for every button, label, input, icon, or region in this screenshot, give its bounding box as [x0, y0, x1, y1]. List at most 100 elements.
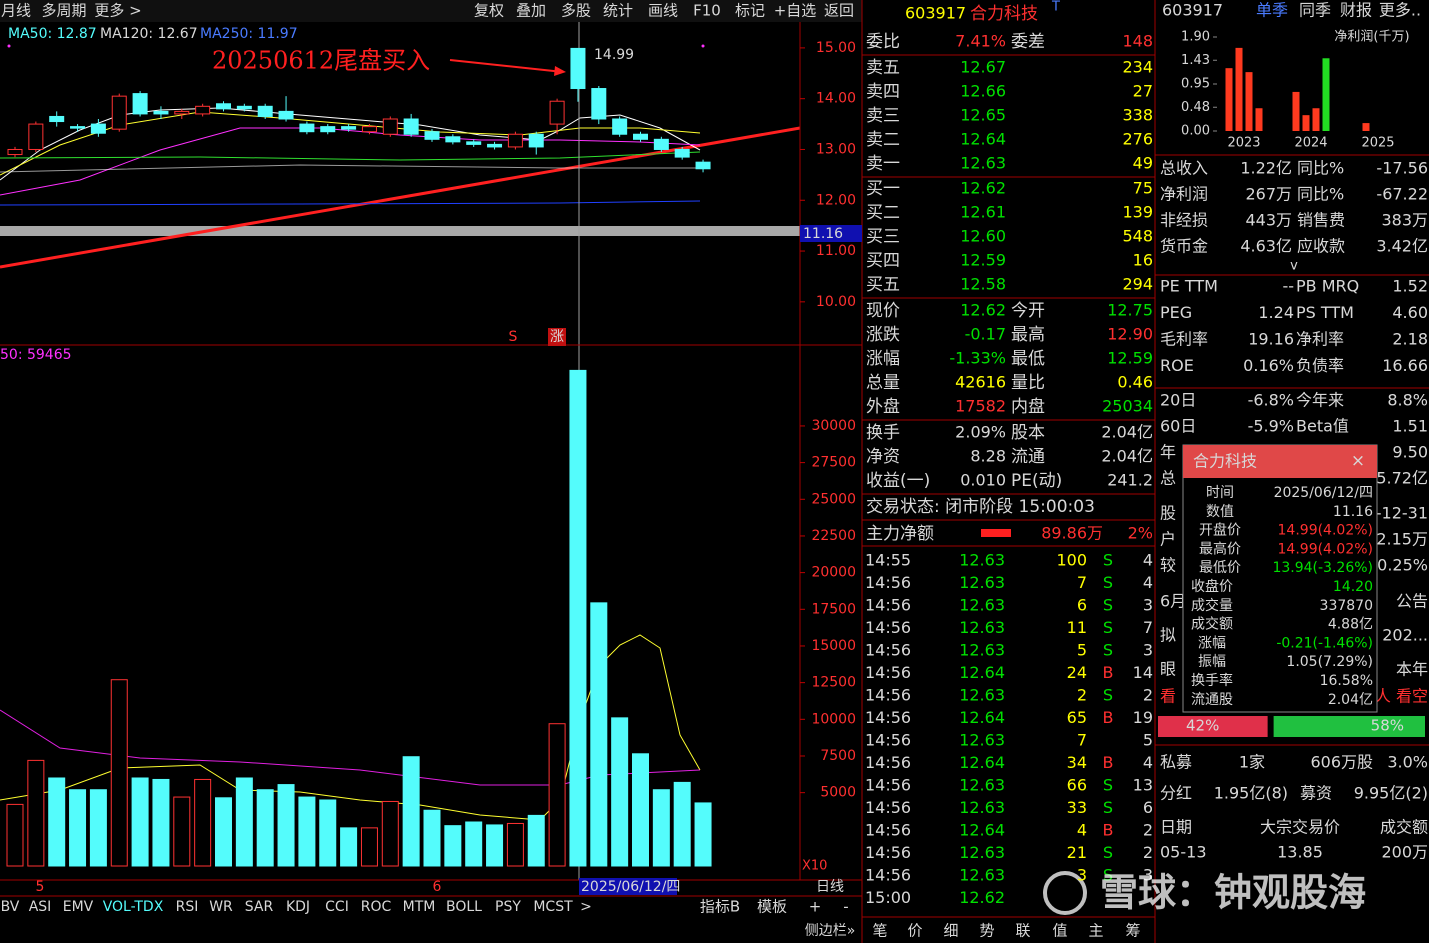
toolbar-button[interactable]: 叠加 — [516, 2, 546, 20]
mini-bar — [1292, 91, 1300, 131]
tick-time: 14:56 — [865, 731, 911, 750]
toolbar-button[interactable]: 模板 — [757, 898, 787, 916]
label: 换手 — [866, 423, 900, 443]
label: 净资 — [866, 447, 900, 467]
ratio-value: -- — [1282, 277, 1294, 296]
panel-tab[interactable]: 笔 — [872, 922, 887, 940]
candle-body — [28, 123, 44, 150]
panel-tab[interactable]: 势 — [979, 922, 994, 940]
tick-volume: 11 — [1067, 618, 1087, 637]
popup-label: 成交量 — [1191, 597, 1233, 614]
ma-line — [0, 164, 700, 173]
toolbar-button[interactable]: 指标B — [700, 898, 740, 916]
tick-time: 14:56 — [865, 843, 911, 862]
tick-time: 14:55 — [865, 551, 911, 570]
tick-price: 12.63 — [959, 686, 1005, 705]
toolbar-button[interactable]: - — [843, 898, 848, 916]
panel-tab[interactable]: 筹 — [1125, 922, 1140, 940]
y-tick-label: 30000 — [811, 418, 856, 434]
tick-price: 12.63 — [959, 618, 1005, 637]
label: PE TTM — [1160, 277, 1218, 296]
label: 总 — [1160, 469, 1176, 488]
indicator-tab[interactable]: RSI — [176, 899, 199, 915]
panel-tab[interactable]: 价 — [907, 922, 922, 940]
order-price: 12.63 — [960, 154, 1006, 173]
volume-bar — [506, 822, 524, 867]
panel-tab[interactable]: 细 — [943, 922, 958, 940]
indicator-tab[interactable]: BV — [1, 899, 20, 915]
mini-bar — [1225, 68, 1233, 131]
x-tick-label: 2024 — [1294, 136, 1327, 151]
indicator-tab[interactable]: WR — [209, 899, 233, 915]
label: 年 — [1160, 443, 1176, 462]
watermark: 雪球：钟观股海 — [1100, 871, 1366, 915]
panel-tab[interactable]: 主 — [1088, 922, 1103, 940]
volume-bar — [381, 800, 399, 867]
popup: 合力科技 × 时间 2025/06/12/四数值 11.16 开盘价 14.99(4.02%… — [1182, 444, 1378, 713]
ratio-value: 4.60 — [1392, 303, 1428, 322]
indicator-tab[interactable]: ROC — [361, 899, 392, 915]
fin-value: 267万 — [1245, 185, 1292, 204]
tick-price: 12.63 — [959, 798, 1005, 817]
indicator-tab[interactable]: CCI — [325, 899, 349, 915]
indicator-tab[interactable]: MCST — [533, 899, 573, 915]
panel-tab[interactable]: 联 — [1015, 922, 1030, 940]
indicator-tab[interactable]: VOL-TDX — [103, 899, 164, 915]
label: 流通 — [1011, 447, 1045, 467]
f10-tab[interactable]: 同季 — [1299, 1, 1331, 20]
vol-ma — [0, 709, 701, 786]
volume-bar — [319, 799, 337, 867]
signal-marker: 涨 — [550, 329, 564, 345]
panel-tab[interactable]: 值 — [1052, 922, 1067, 940]
candle-body — [320, 126, 336, 133]
label: 毛利率 — [1160, 330, 1208, 349]
volume-bar — [110, 679, 128, 867]
toolbar-button[interactable]: +自选 — [774, 2, 817, 20]
candle-body — [257, 105, 273, 117]
partial-value: 20.25% — [1367, 556, 1428, 575]
x-tick-label: 2023 — [1227, 136, 1260, 151]
close-button[interactable]: × — [1351, 451, 1365, 471]
indicator-tab[interactable]: SAR — [245, 899, 274, 915]
toolbar-button[interactable]: 返回 — [824, 2, 854, 20]
order-level: 卖二 — [866, 130, 900, 150]
stat-value: 0.46 — [1117, 373, 1153, 392]
indicator-tab[interactable]: BOLL — [446, 899, 482, 915]
indicator-tab[interactable]: PSY — [495, 899, 521, 915]
toolbar-button[interactable]: 复权 — [474, 2, 504, 20]
toolbar-button[interactable]: 统计 — [603, 2, 633, 20]
toolbar-button[interactable]: 画线 — [648, 2, 678, 20]
candle-body — [674, 148, 690, 158]
toolbar-button[interactable]: 多股 — [561, 2, 591, 20]
stat-value: 12.90 — [1107, 325, 1153, 344]
label: 负债率 — [1296, 356, 1344, 375]
indicator-tab[interactable]: KDJ — [286, 899, 310, 915]
popup-value: 14.20 — [1333, 579, 1373, 595]
f10-tab[interactable]: 单季 — [1256, 1, 1288, 20]
y-tick-label: 22500 — [811, 528, 856, 544]
order-volume: 338 — [1122, 106, 1153, 125]
f10-cell: 募资 — [1300, 784, 1332, 803]
f10-tab[interactable]: 更多.. — [1379, 1, 1421, 20]
sidebar-toggle[interactable]: 侧边栏» — [805, 923, 856, 939]
fin-value: 1.22亿 — [1240, 159, 1292, 178]
toolbar-button[interactable]: + — [809, 898, 822, 916]
tick-count: 2 — [1143, 843, 1153, 862]
candle-body — [403, 118, 419, 135]
toolbar-button[interactable]: F10 — [693, 2, 721, 20]
indicator-tab[interactable]: ASI — [29, 899, 52, 915]
label: 最高 — [1011, 325, 1045, 345]
indicator-tab[interactable]: EMV — [63, 899, 94, 915]
partial-value: 9.50 — [1392, 443, 1428, 462]
tick-volume: 33 — [1067, 798, 1087, 817]
indicator-tab[interactable]: MTM — [403, 899, 436, 915]
volume-bar — [131, 777, 149, 867]
expand-toggle[interactable]: v — [1290, 259, 1298, 274]
mini-bar — [1312, 108, 1320, 131]
y-tick-label: 12500 — [811, 675, 856, 691]
f10-cell: 分红 — [1160, 784, 1192, 803]
toolbar-button[interactable]: 标记 — [735, 2, 765, 20]
f10-tab[interactable]: 财报 — [1340, 1, 1372, 20]
indicator-tab[interactable]: > — [580, 899, 592, 915]
stat-value: 12.75 — [1107, 301, 1153, 320]
